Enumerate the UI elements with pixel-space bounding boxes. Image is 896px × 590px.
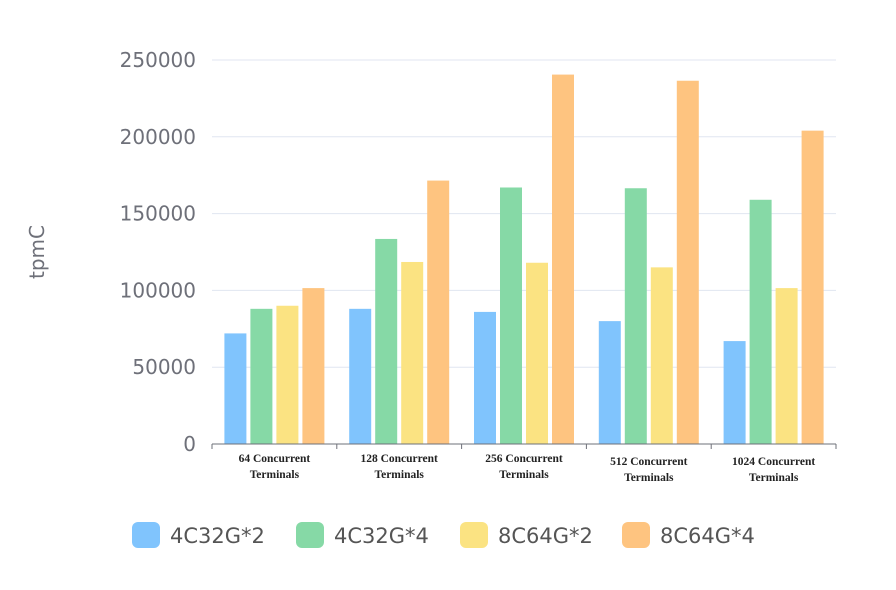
bar-8C64G*2 — [650, 267, 673, 444]
bar-4C32G*2 — [723, 341, 746, 444]
bar-8C64G*2 — [276, 305, 299, 444]
y-tick-label: 50000 — [132, 355, 196, 379]
x-tick-label: 256 Concurrent — [485, 453, 563, 465]
bar-4C32G*4 — [500, 187, 522, 444]
bar-4C32G*2 — [474, 311, 496, 444]
legend-label[interactable]: 8C64G*2 — [498, 524, 593, 548]
bar-4C32G*2 — [349, 308, 372, 444]
y-tick-label: 0 — [183, 432, 196, 456]
bar-4C32G*4 — [624, 188, 647, 444]
y-tick-label: 250000 — [120, 48, 196, 72]
bar-4C32G*2 — [224, 333, 247, 444]
legend-label[interactable]: 4C32G*2 — [170, 524, 265, 548]
bar-8C64G*2 — [526, 262, 548, 444]
bar-8C64G*4 — [801, 130, 824, 444]
y-tick-label: 100000 — [120, 278, 196, 302]
legend-label[interactable]: 4C32G*4 — [334, 524, 429, 548]
bar-4C32G*2 — [598, 321, 621, 444]
x-tick-label: Terminals — [624, 472, 674, 484]
x-tick-label: 1024 Concurrent — [732, 456, 815, 468]
bar-8C64G*4 — [427, 180, 450, 445]
legend-swatch[interactable] — [132, 522, 160, 548]
bar-4C32G*4 — [749, 199, 772, 444]
bar-8C64G*4 — [676, 80, 699, 445]
bar-8C64G*2 — [775, 288, 798, 444]
bar-4C32G*4 — [375, 238, 398, 444]
legend-swatch[interactable] — [296, 522, 324, 548]
x-tick-label: Terminals — [499, 469, 549, 481]
x-tick-label: 64 Concurrent — [239, 453, 311, 465]
bar-8C64G*4 — [302, 288, 325, 444]
x-tick-label: Terminals — [374, 469, 424, 481]
bar-8C64G*2 — [401, 261, 424, 444]
bar-8C64G*4 — [552, 74, 574, 444]
y-tick-label: 150000 — [120, 202, 196, 226]
bar-4C32G*4 — [250, 308, 273, 444]
y-tick-label: 200000 — [120, 125, 196, 149]
y-axis-label: tpmC — [25, 225, 49, 279]
legend-label[interactable]: 8C64G*4 — [660, 524, 755, 548]
x-tick-label: Terminals — [749, 472, 799, 484]
legend-swatch[interactable] — [460, 522, 488, 548]
x-tick-label: 512 Concurrent — [610, 456, 688, 468]
x-tick-label: 128 Concurrent — [360, 453, 438, 465]
legend-swatch[interactable] — [622, 522, 650, 548]
x-tick-label: Terminals — [250, 469, 300, 481]
